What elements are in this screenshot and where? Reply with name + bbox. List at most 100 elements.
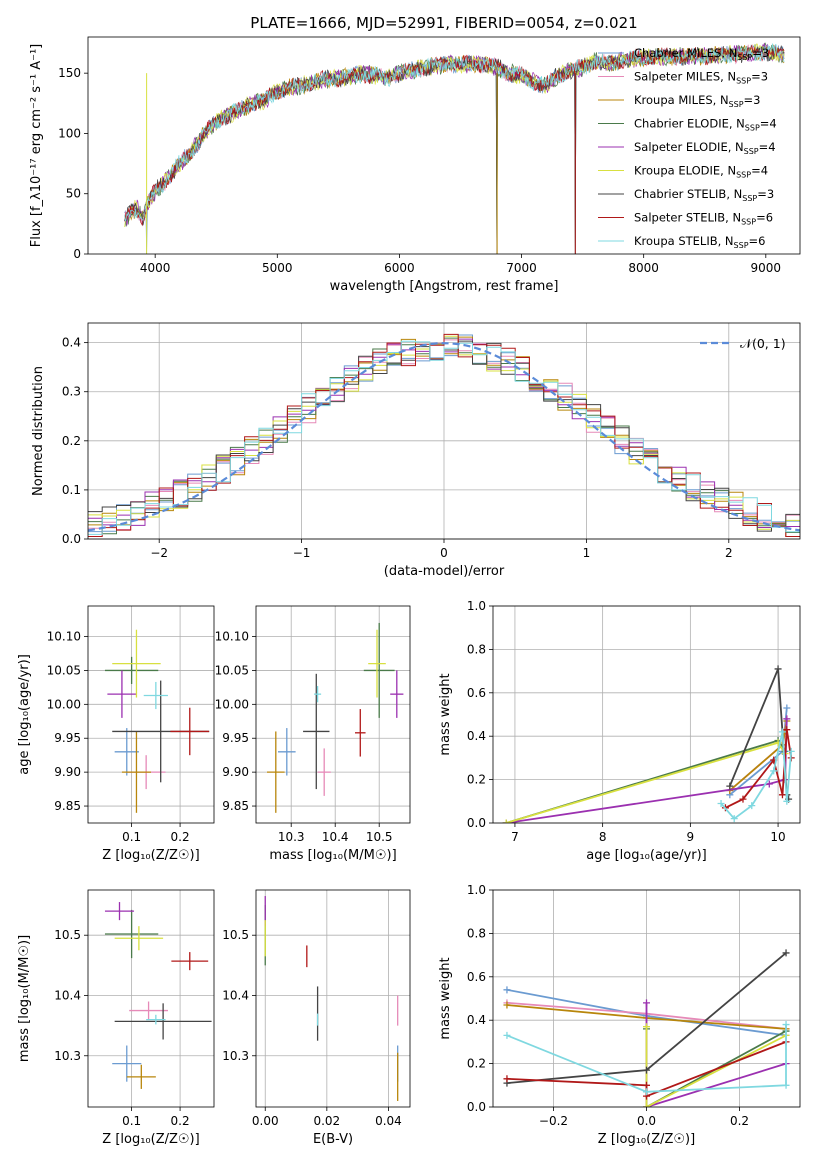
- y-tick-label: 0.1: [62, 483, 81, 497]
- x-tick-label: 10.4: [322, 830, 349, 844]
- y-axis-label: mass weight: [438, 673, 453, 755]
- spectrum-line-kroupa-stelib: [124, 43, 785, 222]
- spectrum-line-chabrier-stelib: [124, 45, 785, 254]
- y-tick-label: 9.95: [54, 731, 81, 745]
- data-point-salpeter-elodie: [107, 670, 137, 718]
- weight-marker: [643, 999, 650, 1007]
- weight-marker: [782, 1021, 790, 1029]
- y-tick-label: 10.3: [54, 1049, 81, 1063]
- legend: Chabrier MILES, NSSP=3 Salpeter MILES, NS…: [598, 46, 777, 250]
- weight-marker: [778, 728, 786, 736]
- legend-label: Salpeter STELIB, NSSP=6: [634, 211, 773, 227]
- plot-area: [502, 665, 795, 823]
- panel-age-vs-Z: 0.1 0.2 9.85 9.90 9.95 10.00 10.05 10.10 Z [log₁…: [17, 605, 215, 863]
- y-tick-label: 0.2: [467, 1057, 486, 1071]
- y-tick-label: 0.0: [467, 816, 486, 830]
- data-point-kroupa-elodie: [368, 629, 386, 698]
- x-axis-label: Z [log₁₀(Z/Z☉)]: [598, 1132, 695, 1147]
- weight-marker: [643, 1081, 650, 1089]
- y-tick-label: 100: [58, 126, 81, 140]
- data-point-kroupa-elodie: [112, 629, 161, 698]
- x-tick-label: 7000: [506, 261, 537, 275]
- data-point-kroupa-stelib: [146, 1014, 166, 1025]
- legend-label: Kroupa MILES, NSSP=3: [634, 93, 760, 109]
- legend-label: 𝒩(0, 1): [740, 336, 786, 351]
- y-tick-label: 10.5: [54, 928, 81, 942]
- weight-marker: [503, 1031, 511, 1039]
- axes-frame: [492, 889, 801, 1108]
- y-tick-label: 0.8: [467, 926, 486, 940]
- y-tick-label: 0.3: [62, 385, 81, 399]
- weight-marker: [783, 797, 791, 805]
- data-point-chabrier-elodie: [363, 622, 395, 718]
- y-tick-label: 0: [73, 247, 81, 261]
- panel-residuals: −2 −1 0 1 2 0.0 0.1 0.2 0.3 0.4 (data-model)/error…: [31, 322, 801, 579]
- weight-marker: [502, 819, 510, 823]
- weight-marker: [787, 747, 795, 755]
- plot-area: [104, 902, 212, 1089]
- y-tick-label: 10.00: [215, 697, 249, 711]
- weight-marker: [774, 665, 782, 673]
- legend-label: Salpeter ELODIE, NSSP=4: [634, 140, 776, 156]
- y-tick-label: 0.2: [467, 773, 486, 787]
- panel-age-vs-mass: 10.3 10.4 10.5 9.85 9.90 9.95 10.00 10.05 10.10 m…: [215, 605, 411, 863]
- weight-marker: [783, 715, 791, 723]
- y-tick-label: 0.4: [467, 729, 486, 743]
- x-tick-label: 0: [440, 546, 448, 560]
- x-tick-label: 0.1: [122, 830, 141, 844]
- x-tick-label: 0.04: [375, 1114, 402, 1128]
- y-tick-label: 10.10: [47, 630, 81, 644]
- legend-label: Salpeter MILES, NSSP=3: [634, 70, 768, 86]
- y-axis-label: mass weight: [438, 957, 453, 1039]
- data-point-salpeter-miles: [317, 748, 331, 796]
- x-tick-label: 0.00: [252, 1114, 279, 1128]
- weight-marker: [782, 1081, 790, 1089]
- histogram-salpeter-stelib: [88, 333, 800, 537]
- data-point-kroupa-miles: [126, 1064, 156, 1089]
- axes-frame: [492, 605, 801, 824]
- y-tick-label: 10.3: [222, 1049, 249, 1063]
- normal-reference-curve: [88, 342, 800, 532]
- x-tick-label: 7: [511, 830, 519, 844]
- weight-marker: [730, 815, 738, 823]
- axes-frame: [255, 889, 411, 1108]
- panel-mass-vs-ebv: 0.00 0.02 0.04 10.3 10.4 10.5 E(B-V): [222, 889, 411, 1147]
- y-tick-label: 10.4: [222, 988, 249, 1002]
- x-axis-label: wavelength [Angstrom, rest frame]: [330, 279, 559, 294]
- plot-area: [264, 896, 399, 1101]
- weight-marker: [726, 782, 734, 790]
- weight-marker: [503, 1001, 511, 1009]
- data-point-chabrier-miles: [114, 728, 139, 776]
- x-axis-label: (data-model)/error: [384, 564, 505, 579]
- x-axis-label: Z [log₁₀(Z/Z☉)]: [102, 1132, 199, 1147]
- x-tick-label: 5000: [262, 261, 293, 275]
- x-tick-label: 6000: [384, 261, 415, 275]
- data-point-kroupa-miles: [267, 731, 285, 813]
- y-tick-label: 10.05: [215, 663, 249, 677]
- weight-marker: [643, 1088, 650, 1096]
- y-tick-label: 150: [58, 66, 81, 80]
- x-tick-label: −2: [150, 546, 168, 560]
- legend-label: Kroupa STELIB, NSSP=6: [634, 234, 765, 250]
- y-tick-label: 0.2: [62, 434, 81, 448]
- x-tick-label: −1: [293, 546, 311, 560]
- plot-area: [124, 42, 785, 254]
- weight-marker: [765, 780, 773, 788]
- x-tick-label: −0.2: [539, 1114, 568, 1128]
- panel-spectrum: 4000 5000 6000 7000 8000 9000 0 50 100 150 wavelen…: [29, 36, 801, 294]
- y-tick-label: 9.95: [222, 731, 249, 745]
- y-tick-label: 0.6: [467, 686, 486, 700]
- legend-label: Chabrier MILES, NSSP=3: [634, 46, 769, 62]
- weight-marker: [503, 986, 511, 994]
- data-point-chabrier-miles: [278, 728, 296, 776]
- y-tick-label: 10.5: [222, 928, 249, 942]
- y-tick-label: 0.4: [467, 1013, 486, 1027]
- x-tick-label: 0.2: [171, 1114, 190, 1128]
- panel-weight-vs-Z: −0.2 0.0 0.2 0.0 0.2 0.4 0.6 0.8 1.0 Z [log₁₀(Z/Z…: [438, 883, 801, 1147]
- weight-series-kroupa-stelib: [717, 728, 795, 823]
- y-tick-label: 50: [66, 187, 81, 201]
- legend-label: Chabrier ELODIE, NSSP=4: [634, 117, 777, 133]
- data-point-salpeter-elodie: [104, 902, 135, 921]
- y-axis-label: Flux [f_λ10⁻¹⁷ erg cm⁻² s⁻¹ A⁻¹]: [29, 44, 44, 248]
